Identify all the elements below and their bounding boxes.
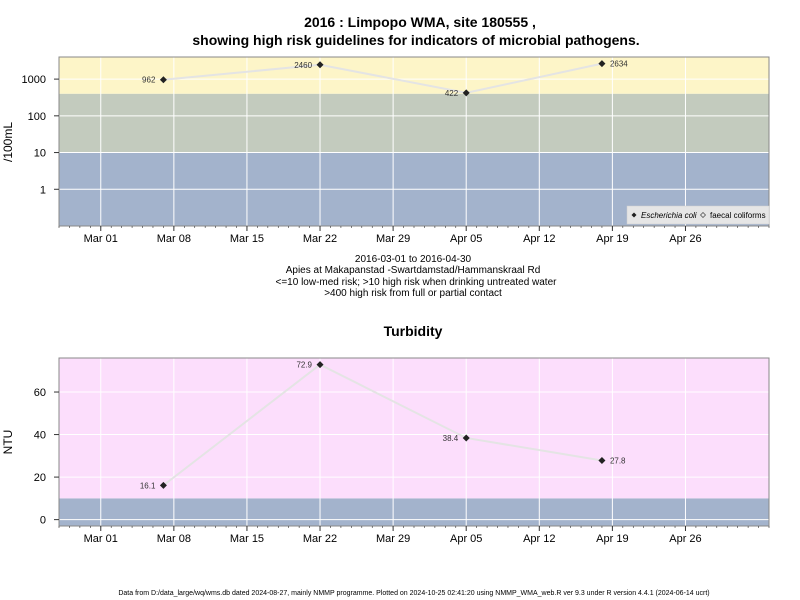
turbidity-series-line-0 xyxy=(162,363,603,487)
caption-site: Apies at Makapanstad -Swartdamstad/Hamma… xyxy=(286,265,541,276)
ecoli-y-tick-label-2: 100 xyxy=(28,111,46,123)
ecoli-x-tick-label-4: Mar 29 xyxy=(376,233,410,245)
ecoli-grid xyxy=(59,57,769,226)
ecoli-series-line-0 xyxy=(163,62,603,94)
legend-ecoli-label: Escherichia coli xyxy=(641,211,697,220)
turbidity-y-tick-label-3: 60 xyxy=(34,387,46,399)
ecoli-x-tick-label-7: Apr 19 xyxy=(596,233,628,245)
figure-title-line2: showing high risk guidelines for indicat… xyxy=(192,32,639,48)
ecoli-point-1 xyxy=(316,61,324,69)
legend-box xyxy=(626,205,770,225)
turbidity-y-tick-label-1: 20 xyxy=(34,472,46,484)
turbidity-y-tick-label-2: 40 xyxy=(34,430,46,442)
ecoli-x-tick-label-5: Apr 05 xyxy=(450,233,482,245)
turbidity-data-label-2: 38.4 xyxy=(443,434,459,443)
turbidity-series-line xyxy=(162,363,603,487)
turbidity-data-label-1: 72.9 xyxy=(296,361,312,370)
legend-faecal-label: faecal coliforms xyxy=(710,211,766,220)
ecoli-x-axis: Mar 01 Mar 08 Mar 15 Mar 22 Mar 29 Apr 05 Apr … xyxy=(58,226,770,245)
ecoli-point-2 xyxy=(462,89,470,97)
turbidity-x-tick-label-2: Mar 15 xyxy=(230,533,264,545)
turbidity-points xyxy=(159,361,606,489)
ecoli-x-tick-label-6: Apr 12 xyxy=(523,233,555,245)
ecoli-point-3 xyxy=(598,60,606,68)
turbidity-x-tick-label-3: Mar 22 xyxy=(303,533,337,545)
turbidity-x-tick-label-8: Apr 26 xyxy=(669,533,701,545)
turbidity-grid xyxy=(59,358,769,526)
ecoli-y-tick-label-3: 1000 xyxy=(22,74,46,86)
turbidity-x-tick-label-7: Apr 19 xyxy=(596,533,628,545)
caption-date-range: 2016-03-01 to 2016-04-30 xyxy=(355,254,472,265)
turbidity-y-tick-label-0: 0 xyxy=(40,515,46,527)
footer-note: Data from D:/data_large/wq/wms.db dated … xyxy=(118,590,709,597)
turbidity-data-label-0: 16.1 xyxy=(140,481,156,490)
turbidity-point-1 xyxy=(316,361,324,369)
ecoli-band-1 xyxy=(59,93,769,153)
ecoli-data-label-2: 422 xyxy=(445,89,459,98)
turbidity-x-tick-label-4: Mar 29 xyxy=(376,533,410,545)
ecoli-data-label-1: 2460 xyxy=(294,61,312,70)
ecoli-legend: Escherichia coli faecal coliforms xyxy=(626,205,770,225)
turbidity-band-0 xyxy=(59,498,769,526)
turbidity-point-0 xyxy=(159,481,167,489)
ecoli-data-labels: 962 2460 422 2634 xyxy=(142,60,628,98)
legend-faecal-marker-icon xyxy=(700,212,706,218)
turbidity-x-tick-label-0: Mar 01 xyxy=(84,533,118,545)
legend-ecoli-marker-icon xyxy=(631,212,637,218)
turbidity-x-tick-label-5: Apr 05 xyxy=(450,533,482,545)
turbidity-panel: 16.1 72.9 38.4 27.8 Mar 01 Mar 08 Mar 15 Mar 2… xyxy=(1,357,770,545)
ecoli-y-axis: 1 10 100 1000 xyxy=(22,74,59,196)
ecoli-x-tick-label-1: Mar 08 xyxy=(157,233,191,245)
ecoli-band-2 xyxy=(59,57,769,94)
turbidity-data-label-3: 27.8 xyxy=(610,457,626,466)
ecoli-x-tick-label-2: Mar 15 xyxy=(230,233,264,245)
ecoli-y-tick-label-1: 10 xyxy=(34,148,46,160)
ecoli-x-tick-label-8: Apr 26 xyxy=(669,233,701,245)
turbidity-x-tick-label-1: Mar 08 xyxy=(157,533,191,545)
turbidity-y-axis: 0 20 40 60 xyxy=(34,387,59,527)
turbidity-y-axis-label: NTU xyxy=(1,430,15,455)
ecoli-x-tick-label-0: Mar 01 xyxy=(84,233,118,245)
ecoli-y-axis-label: /100mL xyxy=(1,122,15,162)
turbidity-bands xyxy=(59,358,769,526)
figure-title-line1: 2016 : Limpopo WMA, site 180555 , xyxy=(304,14,536,30)
ecoli-data-label-0: 962 xyxy=(142,76,156,85)
ecoli-x-tick-label-3: Mar 22 xyxy=(303,233,337,245)
ecoli-series-line xyxy=(163,62,603,94)
turbidity-point-3 xyxy=(598,457,606,465)
ecoli-point-0 xyxy=(159,76,167,84)
caption-low-risk: <=10 low-med risk; >10 high risk when dr… xyxy=(276,277,558,288)
turbidity-title: Turbidity xyxy=(384,323,443,339)
turbidity-point-2 xyxy=(462,434,470,442)
turbidity-x-axis: Mar 01 Mar 08 Mar 15 Mar 22 Mar 29 Apr 05 Apr … xyxy=(58,526,770,545)
turbidity-x-tick-label-6: Apr 12 xyxy=(523,533,555,545)
ecoli-y-tick-label-0: 1 xyxy=(40,184,46,196)
caption-high-risk: >400 high risk from full or partial cont… xyxy=(324,288,502,299)
ecoli-data-label-3: 2634 xyxy=(610,60,628,69)
ecoli-points xyxy=(159,60,606,97)
turbidity-data-labels: 16.1 72.9 38.4 27.8 xyxy=(140,361,626,491)
